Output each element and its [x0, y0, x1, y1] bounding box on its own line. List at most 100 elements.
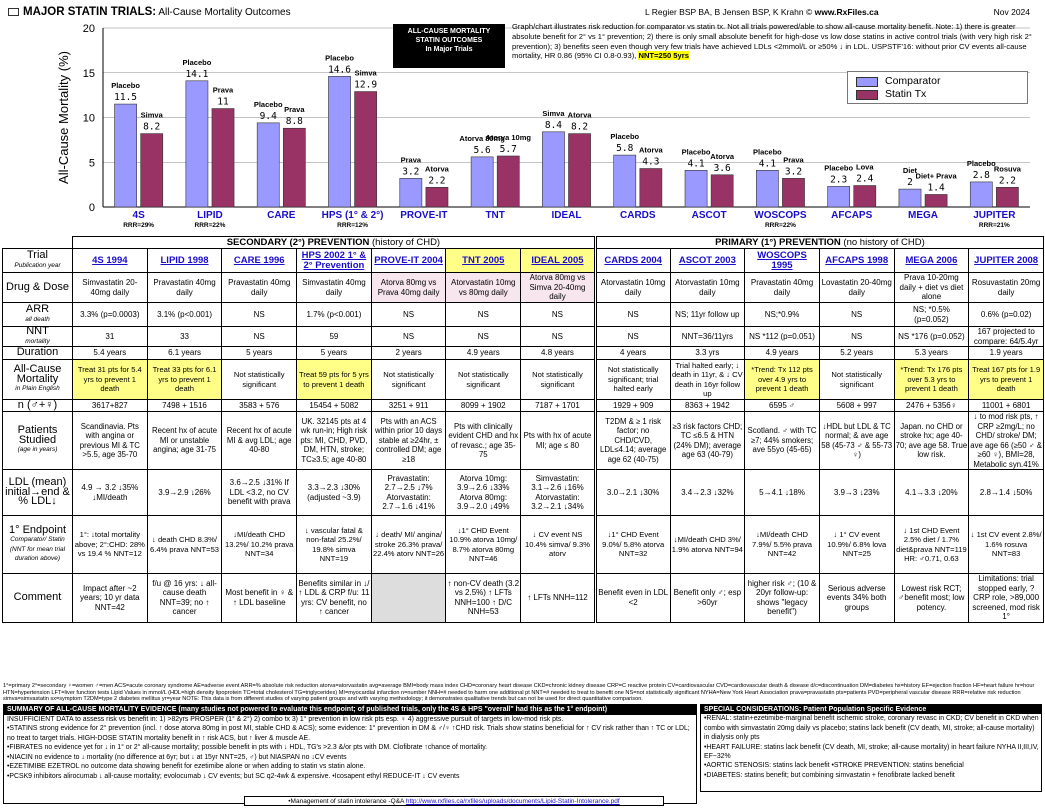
row-header-text: LDL (mean) initial→end & % LDL↓ [5, 476, 70, 508]
value-label-statin: 2.4 [856, 174, 873, 185]
special-title: SPECIAL CONSIDERATIONS: Patient Populati… [701, 705, 1041, 715]
table-cell: *Trend: Tx 112 pts over 4.9 yrs to preve… [744, 359, 820, 400]
row-header-sub: in Plain English [15, 385, 60, 393]
summary-line: •STATINS strong evidence for 2° preventi… [7, 725, 690, 742]
series-label-statin: Atorva [568, 111, 593, 120]
table-cell: ↓MI/death CHD 7.9%/ 5.5% prava NNT=42 [744, 515, 820, 574]
x-tick-label: 4S [133, 210, 146, 221]
table-cell: NS [370, 326, 447, 347]
primary-prevention-header: PRIMARY (1°) PREVENTION (no history of C… [593, 236, 1045, 249]
value-label-comparator: 3.2 [402, 166, 419, 177]
bar-statin [853, 185, 877, 208]
x-tick-label: JUPITER [973, 210, 1016, 221]
table-cell: higher risk ♂; (10 & 20yr follow-up: sho… [744, 573, 820, 623]
series-label-comparator: Placebo [254, 100, 283, 109]
trials-table: SECONDARY (2°) PREVENTION (history of CH… [2, 236, 1045, 623]
table-cell: UK. 32145 pts at 4 wk run-in; High risk … [296, 411, 372, 470]
table-cell: Pts with hx of acute MI; age ≤ 80 [520, 411, 596, 470]
page-header: MAJOR STATIN TRIALS: All-Cause Mortality… [8, 4, 1038, 20]
table-cell: ↑ non-CV death (3.2 vs 2.5%) ↑ LFTs NNH=… [445, 573, 522, 623]
table-cell: Atorva 80mg vs Simva 20-40mg daily [520, 272, 596, 303]
table-cell: 2.8→1.4 ↓50% [968, 469, 1044, 516]
row-header: n (♂+♀) [2, 399, 73, 412]
table-cell: CARDS 2004 [593, 248, 671, 273]
row-header-sub: Publication year [14, 261, 61, 269]
value-label-comparator: 2 [907, 177, 913, 188]
legend-swatch-statin [856, 89, 878, 100]
table-cell: Benefits similar in ↓/ ↑ LDL & CRP f/u: … [296, 573, 372, 623]
value-label-comparator: 5.6 [474, 145, 491, 156]
series-label-comparator: Atorva 80mg [459, 134, 505, 143]
table-cell: 5608 + 997 [818, 399, 895, 412]
table-cell: WOSCOPS 1995 [744, 248, 820, 273]
series-label-statin: Atorva 10mg [486, 133, 532, 142]
bar-comparator [542, 131, 565, 208]
row-header-sub: Comparator/ Statin (NNT for mean trial d… [9, 536, 66, 562]
series-label-statin: Diet+ Prava [916, 171, 958, 180]
series-label-statin: Prava [783, 155, 804, 164]
table-cell: 3.0→2.1 ↓30% [593, 469, 671, 516]
value-label-statin: 1.4 [928, 182, 945, 193]
table-cell: 5.3 years [893, 346, 970, 360]
bar-statin [710, 174, 734, 208]
series-label-comparator: Placebo [753, 147, 782, 156]
table-cell: ↓ 1st CHD Event 2.5% diet / 1.7% diet&pr… [893, 515, 970, 574]
bar-comparator [613, 154, 637, 208]
table-cell: 5→4.1 ↓18% [744, 469, 820, 516]
table-cell: Atorvastatin 10mg vs 80mg daily [445, 272, 522, 303]
table-row: n (♂+♀) 3617+827 7498 + 1516 3583 + 576 1545… [2, 399, 1044, 412]
x-tick-label: AFCAPS [831, 210, 872, 221]
table-cell [370, 573, 447, 623]
table-row: Comment Impact after ~2 years; 10 yr data… [2, 573, 1044, 623]
bar-statin [924, 194, 948, 208]
table-cell: Pravastatin 40mg daily [146, 272, 223, 303]
table-cell: HPS 2002 1° & 2° Prevention [296, 248, 372, 273]
link-url[interactable]: http://www.rxfiles.ca/rxfiles/uploads/do… [405, 798, 620, 805]
row-header-text: Patients Studied [17, 424, 58, 446]
row-header: Drug & Dose [2, 272, 73, 303]
table-row: All-Cause Mortality in Plain English Treat… [2, 359, 1044, 400]
value-label-statin: 8.2 [571, 122, 588, 133]
table-cell: ↓ death CHD 8.3%/ 6.4% prava NNT=53 [146, 515, 223, 574]
sec-title: SECONDARY (2°) PREVENTION [226, 236, 370, 248]
series-label-statin: Atorva [710, 152, 735, 161]
table-cell: NS [221, 302, 298, 327]
x-tick-label: CARDS [620, 210, 656, 221]
table-cell: 2476 + 5356♀ [893, 399, 970, 412]
table-cell: 4S 1994 [72, 248, 148, 273]
y-tick-label: 15 [83, 68, 95, 80]
table-cell: Benefit only ♂; esp >60yr [669, 573, 746, 623]
value-label-comparator: 14.1 [185, 69, 208, 80]
table-cell: 4 years [593, 346, 671, 360]
page-title: MAJOR STATIN TRIALS: All-Cause Mortality… [8, 4, 291, 21]
table-cell: 167 projected to compare: 64/5.4yr [968, 326, 1044, 347]
table-row: ARR all death 3.3% (p=0.0003) 3.1% (p<0.001… [2, 302, 1044, 327]
table-cell: NS *112 (p=0.051) [744, 326, 820, 347]
table-cell: ASCOT 2003 [669, 248, 746, 273]
table-cell: Pts with clinically evident CHD and hx o… [445, 411, 522, 470]
row-header-text: All-Cause Mortality [13, 363, 62, 385]
box-line-3: In Major Trials [425, 46, 473, 53]
table-cell: CARE 1996 [221, 248, 298, 273]
rrr-label: RRR=22% [765, 222, 796, 229]
series-label-statin: Rosuva [994, 164, 1022, 173]
table-cell: Pravastatin 40mg daily [221, 272, 298, 303]
table-cell: 3.9→2.9 ↓26% [146, 469, 223, 516]
table-cell: Treat 167 pts for 1.9 yrs to prevent 1 d… [968, 359, 1044, 400]
table-cell: NS; 11yr follow up [669, 302, 746, 327]
table-cell: Atorvastatin 10mg daily [669, 272, 746, 303]
row-header-text: ARR [25, 303, 50, 315]
x-tick-label: TNT [485, 210, 504, 221]
value-label-comparator: 2.8 [973, 170, 990, 181]
table-cell: Not statistically significant; trial hal… [593, 359, 671, 400]
table-cell: AFCAPS 1998 [818, 248, 895, 273]
site-link[interactable]: www.RxFiles.ca [814, 7, 879, 17]
table-cell: 7498 + 1516 [146, 399, 223, 412]
link-prefix: •Management of statin intolerance -Q&A [288, 798, 406, 805]
table-cell: 5.4 years [72, 346, 148, 360]
table-cell: Rosuvastatin 20mg daily [968, 272, 1044, 303]
summary-line: INSUFFICIENT DATA to assess risk vs bene… [7, 715, 564, 723]
bar-comparator [684, 170, 708, 208]
summary-line: •NIACIN no evidence to ↓ mortality (no d… [7, 753, 347, 761]
table-cell: 8099 + 1902 [445, 399, 522, 412]
